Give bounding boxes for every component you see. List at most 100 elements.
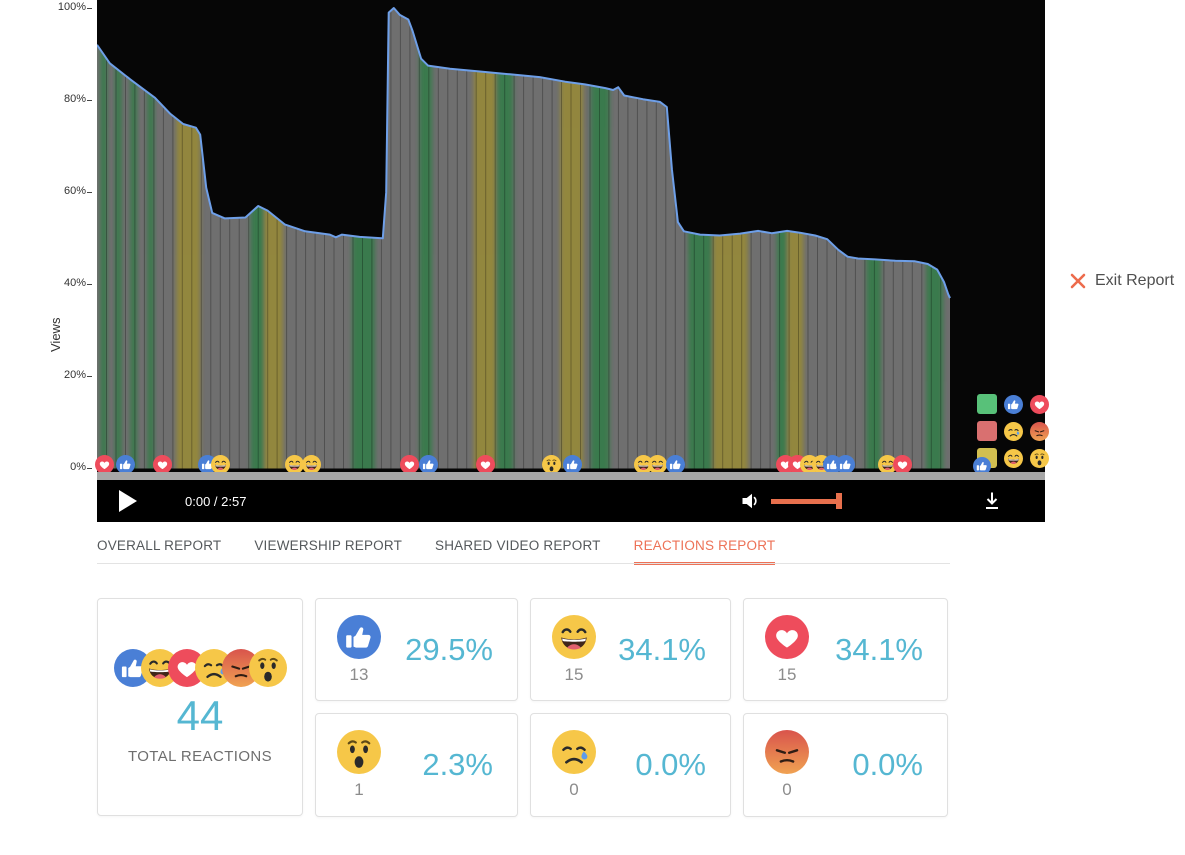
legend-row (973, 448, 1049, 475)
angry-icon (765, 730, 809, 774)
haha-card: 15 34.1% (530, 598, 731, 701)
like-reaction-marker[interactable] (418, 455, 438, 474)
video-seekbar[interactable] (97, 472, 1045, 480)
haha-icon (140, 649, 179, 687)
reaction-density-stripe (114, 8, 122, 469)
wow-icon (337, 730, 381, 774)
like-percentage: 29.5% (405, 632, 493, 667)
haha-count: 15 (564, 665, 584, 684)
sad-icon (1004, 421, 1023, 441)
haha-percentage: 34.1% (618, 632, 706, 667)
total-reactions-label: TOTAL REACTIONS (127, 748, 273, 766)
haha-icon (1004, 448, 1023, 468)
y-tick: 60% (26, 185, 92, 197)
exit-report-button[interactable]: Exit Report (1070, 272, 1174, 290)
tab-viewership-report[interactable]: VIEWERSHIP REPORT (254, 538, 403, 553)
like-icon (337, 615, 381, 659)
like-count: 13 (349, 665, 369, 684)
exit-report-label: Exit Report (1095, 272, 1175, 289)
angry-icon (221, 649, 260, 687)
total-reactions-value: 44 (176, 692, 224, 739)
legend-color-swatch (973, 448, 997, 475)
wow-icon (248, 649, 287, 687)
like-reaction-marker[interactable] (822, 455, 842, 474)
chart-canvas (97, 0, 1045, 473)
video-time: 0:00 / 2:57 (185, 494, 247, 509)
wow-count: 1 (354, 780, 364, 799)
legend-row (977, 421, 1049, 441)
like-icon (1004, 394, 1023, 414)
haha-reaction-marker[interactable] (211, 455, 231, 474)
volume-slider-track[interactable] (771, 499, 837, 504)
like-reaction-marker[interactable] (115, 455, 135, 474)
like-reaction-marker[interactable] (665, 455, 685, 474)
reaction-density-stripe (776, 8, 787, 469)
reaction-density-stripe (497, 8, 514, 469)
sad-icon (552, 730, 596, 774)
love-reaction-marker[interactable] (95, 455, 115, 474)
wow-card: 1 2.3% (315, 713, 518, 817)
like-icon (113, 649, 152, 687)
angry-icon (1030, 421, 1049, 441)
chart-legend (973, 394, 1049, 475)
love-count: 15 (777, 665, 797, 684)
love-reaction-marker[interactable] (399, 455, 419, 474)
love-icon (1030, 394, 1049, 414)
reaction-density-stripe (590, 8, 610, 469)
love-card: 15 34.1% (743, 598, 948, 701)
y-tick: 100% (26, 1, 92, 13)
haha-reaction-marker[interactable] (285, 455, 305, 474)
legend-color-swatch (977, 394, 997, 414)
video-control-bar: 0:00 / 2:57 (97, 480, 1045, 522)
wow-percentage: 2.3% (422, 747, 493, 782)
like-card: 13 29.5% (315, 598, 518, 701)
chart-y-axis: 100% 80% 60% 40% 20% 0% Views (0, 0, 92, 473)
volume-slider-thumb[interactable] (836, 493, 842, 509)
views-line (97, 7, 951, 299)
sad-card: 0 0.0% (530, 713, 731, 817)
reaction-density-stripe (147, 8, 155, 469)
wow-reaction-marker[interactable] (542, 455, 562, 474)
haha-reaction-marker[interactable] (647, 455, 667, 474)
reaction-density-stripe (560, 8, 584, 469)
haha-reaction-marker[interactable] (301, 455, 321, 474)
reaction-density-stripe (100, 8, 108, 469)
angry-count: 0 (782, 780, 792, 799)
y-tick: 20% (26, 369, 92, 381)
love-icon (765, 615, 809, 659)
views-retention-chart (95, 0, 1049, 475)
sad-percentage: 0.0% (635, 747, 706, 782)
y-tick: 40% (26, 277, 92, 289)
y-tick: 0% (26, 461, 92, 473)
volume-icon[interactable] (740, 490, 762, 512)
total-reactions-card: 44 TOTAL REACTIONS (97, 598, 303, 816)
like-reaction-marker[interactable] (562, 455, 582, 474)
reaction-density-stripe (130, 8, 138, 469)
play-button[interactable] (119, 490, 137, 512)
legend-row (977, 394, 1049, 414)
tab-shared-video-report[interactable]: SHARED VIDEO REPORT (435, 538, 601, 553)
y-axis-title: Views (48, 317, 63, 352)
love-reaction-marker[interactable] (475, 455, 495, 474)
angry-percentage: 0.0% (852, 747, 923, 782)
like-icon (973, 457, 991, 475)
like-reaction-marker[interactable] (836, 455, 856, 474)
tab-overall-report[interactable]: OVERALL REPORT (97, 538, 222, 553)
love-reaction-marker[interactable] (153, 455, 173, 474)
reaction-density-stripe (419, 8, 433, 469)
download-icon[interactable] (981, 490, 1003, 512)
tab-reactions-report[interactable]: REACTIONS REPORT (633, 538, 776, 565)
haha-icon (552, 615, 596, 659)
y-tick: 80% (26, 93, 92, 105)
reaction-density-stripe (474, 8, 497, 469)
angry-card: 0 0.0% (743, 713, 948, 817)
reactions-cluster (98, 649, 302, 687)
love-reaction-marker[interactable] (892, 455, 912, 474)
tabs-divider (97, 563, 950, 564)
haha-reaction-marker[interactable] (634, 455, 654, 474)
haha-reaction-marker[interactable] (878, 455, 898, 474)
wow-icon (1030, 448, 1049, 468)
close-icon (1070, 273, 1086, 289)
report-tabs: OVERALL REPORT VIEWERSHIP REPORT SHARED … (97, 538, 776, 565)
